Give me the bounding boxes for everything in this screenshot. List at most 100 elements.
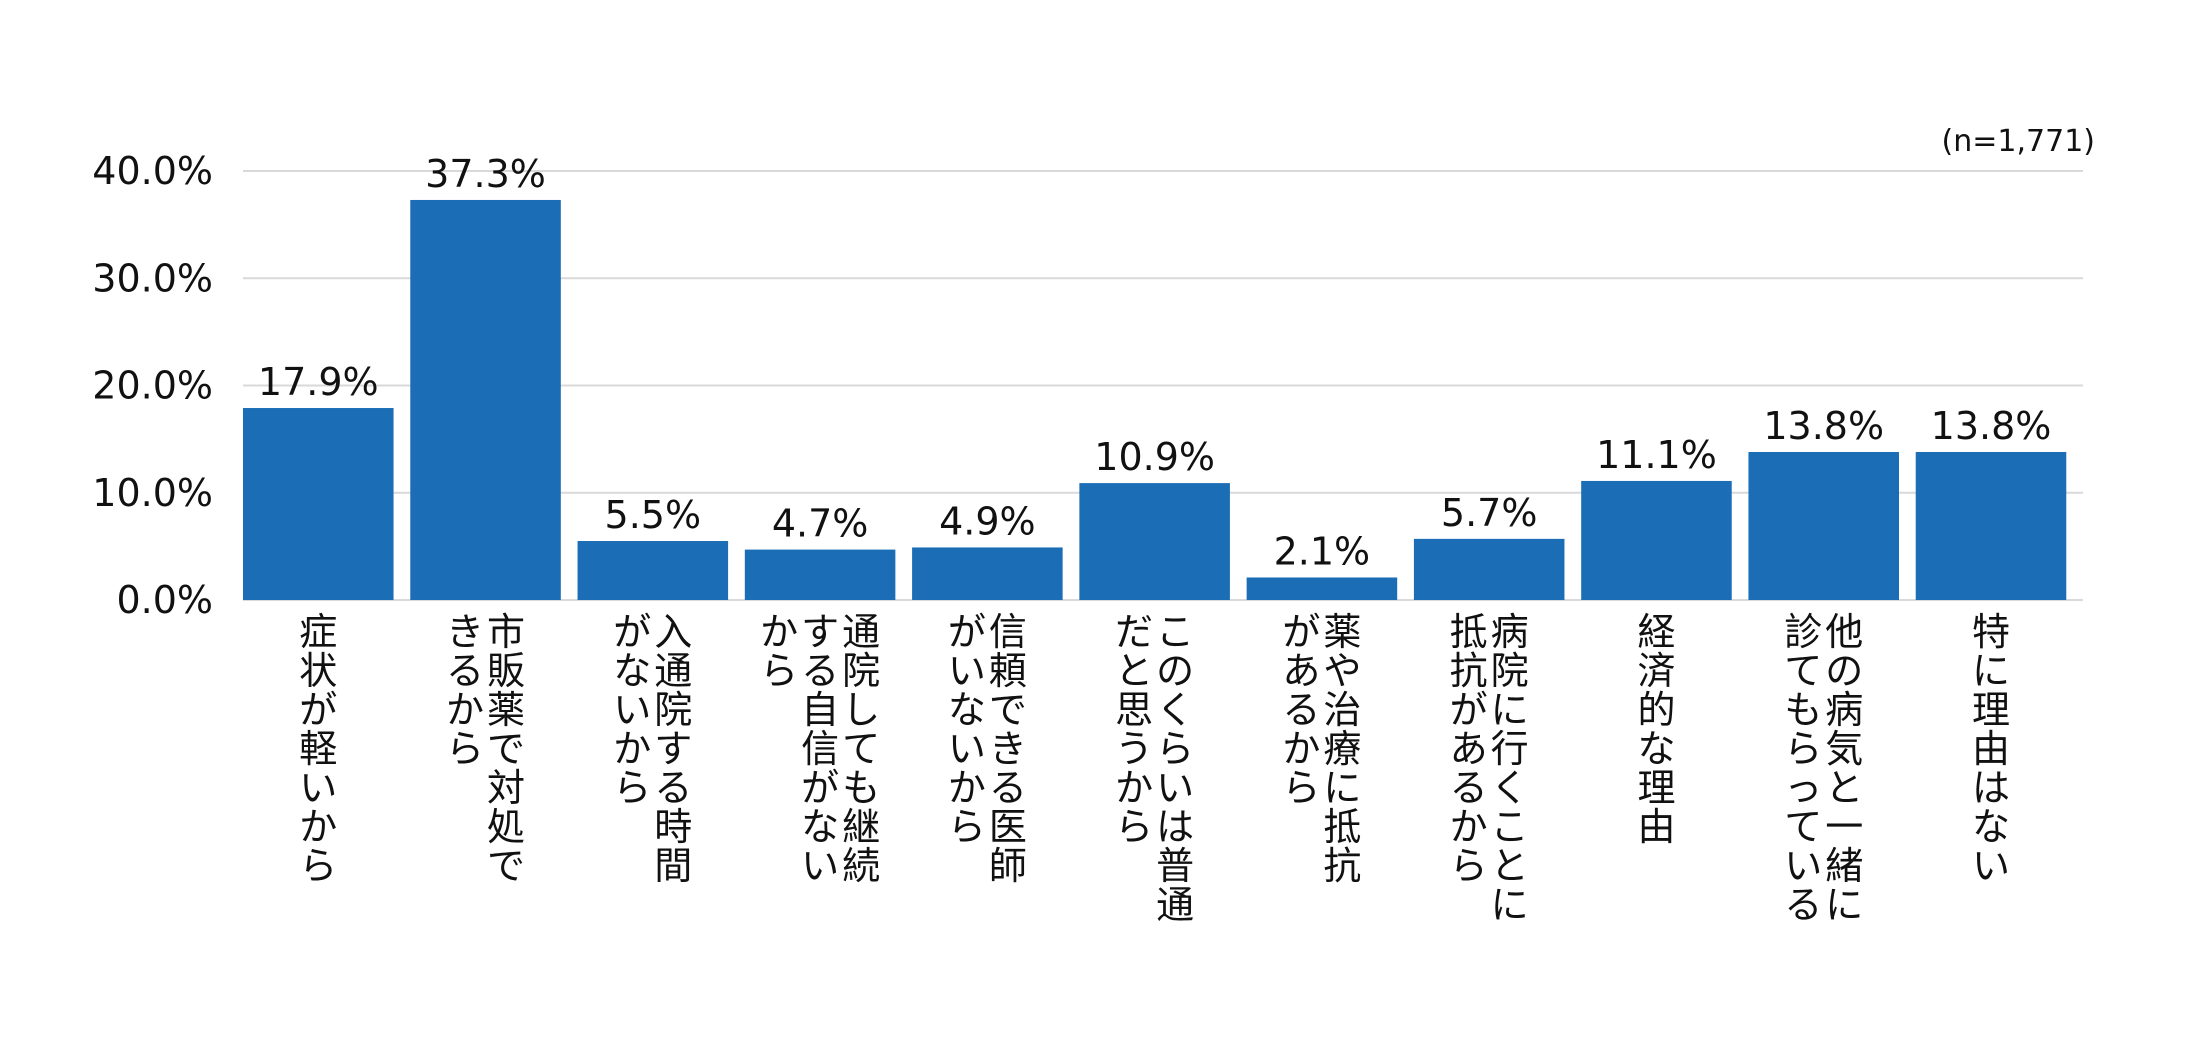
x-category-char: 医 <box>989 805 1027 849</box>
x-category-char: く <box>1156 688 1194 732</box>
x-category-char: 院 <box>842 649 880 693</box>
bar <box>577 541 729 600</box>
x-category-char: か <box>1282 727 1320 771</box>
x-category-char: る <box>654 766 692 810</box>
x-category-char: な <box>801 805 839 849</box>
x-category-char: 診 <box>1784 610 1822 654</box>
x-category-char: 継 <box>842 805 880 849</box>
bar <box>1246 577 1398 600</box>
x-category-char: 症 <box>299 610 337 654</box>
x-category-char: と <box>1115 649 1153 693</box>
x-category-char: 一 <box>1825 805 1863 849</box>
data-label: 5.7% <box>1441 491 1538 535</box>
bar <box>744 549 896 600</box>
x-category-char: 薬 <box>1323 610 1361 654</box>
x-category-char: い <box>613 688 651 732</box>
x-category-char: う <box>1115 727 1153 771</box>
bar <box>1581 480 1732 600</box>
x-category-char: 病 <box>1825 688 1863 732</box>
x-category-char: か <box>1450 805 1488 849</box>
x-category-char: 通 <box>654 649 692 693</box>
data-label: 37.3% <box>425 152 546 196</box>
data-label: 4.7% <box>772 502 869 546</box>
x-category-char: 抗 <box>1450 649 1488 693</box>
x-category-char: 状 <box>299 649 337 693</box>
x-category-char: 抵 <box>1450 610 1488 654</box>
sample-size-note: (n=1,771) <box>1942 124 2095 159</box>
x-category-char: て <box>1784 805 1822 849</box>
x-category-char: 薬 <box>487 688 525 732</box>
x-category-char: る <box>446 649 484 693</box>
x-category-char: 自 <box>801 688 839 732</box>
x-category-char: 由 <box>1972 727 2010 771</box>
x-category-char: な <box>1972 805 2010 849</box>
x-category-char: と <box>1825 766 1863 810</box>
x-category-char: 由 <box>1637 805 1675 849</box>
x-category-char: 済 <box>1637 649 1675 693</box>
x-category-char: 信 <box>989 610 1027 654</box>
x-category-char: い <box>1784 844 1822 888</box>
bar <box>912 547 1063 600</box>
x-category-char: 治 <box>1323 688 1361 732</box>
y-tick-label: 40.0% <box>92 149 213 193</box>
bar <box>243 408 394 600</box>
x-category-char: あ <box>1282 649 1320 693</box>
x-category-char: が <box>299 688 337 732</box>
data-label: 5.5% <box>605 493 702 537</box>
x-category-char: 病 <box>1491 610 1529 654</box>
x-category-char: に <box>1825 883 1863 927</box>
x-category-char: い <box>1156 766 1194 810</box>
x-category-char: こ <box>1156 610 1194 654</box>
data-label: 17.9% <box>258 360 379 404</box>
x-category-char: 院 <box>654 688 692 732</box>
x-category-char: 理 <box>1637 766 1675 810</box>
x-category-char: し <box>842 688 880 732</box>
y-tick-label: 10.0% <box>92 471 213 515</box>
x-category-char: 他 <box>1825 610 1863 654</box>
x-category-char: 処 <box>487 805 525 849</box>
x-category-char: き <box>446 610 484 654</box>
x-category-char: で <box>487 727 525 771</box>
x-category-char: か <box>613 727 651 771</box>
x-category-char: 特 <box>1972 610 2010 654</box>
x-category-char: に <box>1491 883 1529 927</box>
y-tick-label: 20.0% <box>92 364 213 408</box>
x-category-char: ら <box>1282 766 1320 810</box>
x-category-char: る <box>1282 688 1320 732</box>
x-category-char: 気 <box>1825 727 1863 771</box>
x-category-char: 対 <box>487 766 525 810</box>
y-tick-label: 30.0% <box>92 256 213 300</box>
x-category-char: 通 <box>842 610 880 654</box>
x-category-char: ら <box>948 805 986 849</box>
x-category-char: な <box>1637 727 1675 771</box>
x-category-char: で <box>487 844 525 888</box>
x-category-char: 抗 <box>1323 844 1361 888</box>
x-category-char: ら <box>446 727 484 771</box>
x-category-char: は <box>1972 766 2010 810</box>
bar <box>410 199 561 600</box>
x-category-char: 療 <box>1323 727 1361 771</box>
x-category-char: 販 <box>487 649 525 693</box>
x-category-char: い <box>801 844 839 888</box>
x-category-char: 軽 <box>299 727 337 771</box>
x-category-char: る <box>989 766 1027 810</box>
x-category-char: 理 <box>1972 688 2010 732</box>
x-category-char: が <box>948 610 986 654</box>
x-category-char: と <box>1491 844 1529 888</box>
x-category-char: き <box>989 727 1027 771</box>
x-category-char: な <box>948 688 986 732</box>
x-category-char: 的 <box>1637 688 1675 732</box>
x-category-char: っ <box>1784 766 1822 810</box>
x-category-char: に <box>1323 766 1361 810</box>
x-category-char: 市 <box>487 610 525 654</box>
x-category-char: 入 <box>654 610 692 654</box>
